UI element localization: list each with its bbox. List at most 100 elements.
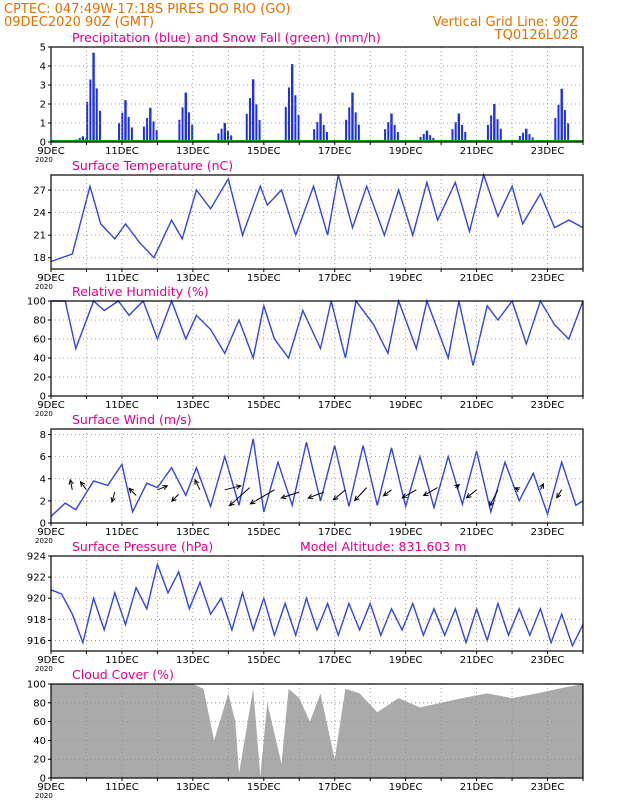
precip-bar <box>531 137 534 142</box>
precip-bar <box>245 113 248 142</box>
x-tick-label: 19DEC <box>389 400 423 411</box>
wind-vector <box>307 491 325 499</box>
precip-bar <box>354 112 357 142</box>
y-tick-label: 0 <box>40 138 46 149</box>
precip-bar <box>454 122 457 142</box>
y-tick-label: 918 <box>27 615 46 626</box>
wind-vector <box>556 489 563 499</box>
precip-bar <box>217 133 220 142</box>
wind-vector <box>354 487 368 501</box>
x-tick-label: 9DEC <box>37 400 64 411</box>
wind-vector <box>333 489 346 501</box>
precip-bar <box>345 119 348 142</box>
y-tick-label: 1 <box>40 119 46 130</box>
temperature-title: Surface Temperature (nC) <box>72 158 233 173</box>
x-tick-label: 15DEC <box>247 782 281 793</box>
wind-frame <box>50 428 584 524</box>
pressure-line <box>50 561 584 648</box>
temperature-panel: Surface Temperature (nC) 18 21 24 27 9DEC 11DE… <box>33 158 584 291</box>
x-tick-label: 9DEC <box>37 146 64 157</box>
wind-arrowhead <box>454 483 461 490</box>
precip-bar <box>396 132 399 142</box>
precip-bar <box>563 110 566 142</box>
precip-bar <box>290 64 294 142</box>
y-tick-label: 924 <box>27 552 46 563</box>
y-tick-label: 0 <box>40 519 46 530</box>
x-tick-label: 13DEC <box>176 400 210 411</box>
x-tick-label: 21DEC <box>460 146 494 157</box>
x-tick-label: 11DEC <box>105 400 139 411</box>
x-tick-label: 13DEC <box>176 527 210 538</box>
precip-bar <box>313 129 316 142</box>
wind-line <box>50 438 584 517</box>
wind-vector <box>229 487 250 506</box>
precip-bar <box>297 114 300 142</box>
precip-bar <box>490 115 493 142</box>
y-tick-label: 916 <box>27 636 46 647</box>
precip-bar <box>98 110 101 142</box>
wind-arrowhead <box>235 484 242 490</box>
wind-vector <box>128 487 137 496</box>
wind-arrowhead <box>556 492 562 499</box>
x-tick-label: 11DEC <box>105 146 139 157</box>
precip-bar <box>393 124 396 142</box>
precip-bar <box>118 123 121 142</box>
precip-bar <box>387 122 390 142</box>
precip-bar <box>251 79 255 142</box>
header-model-code: TQ0126L028 <box>494 28 578 43</box>
x-tick-label: 23DEC <box>531 527 565 538</box>
precip-panel: Precipitation (blue) and Snow Fall (gree… <box>35 30 584 164</box>
y-tick-label: 20 <box>33 755 46 766</box>
precip-bar <box>255 104 258 142</box>
precip-bar <box>284 106 287 142</box>
temperature-frame <box>50 174 584 270</box>
precip-bar <box>419 136 422 142</box>
precip-bar <box>496 119 499 142</box>
precip-bar <box>357 124 360 142</box>
wind-vector <box>466 489 477 499</box>
x-tick-label: 17DEC <box>318 146 352 157</box>
precip-bar <box>451 129 454 142</box>
x-tick-label: 17DEC <box>318 527 352 538</box>
wind-arrowhead <box>79 480 86 487</box>
wind-vector <box>171 493 180 502</box>
wind-vector <box>423 487 438 497</box>
cloud-cover-area <box>51 684 583 778</box>
humidity-line <box>51 298 584 366</box>
wind-arrowhead <box>162 484 169 490</box>
precip-bar <box>316 122 319 142</box>
wind-arrowhead <box>332 495 339 501</box>
precip-bar <box>223 123 226 142</box>
x-tick-label: 13DEC <box>176 146 210 157</box>
wind-vector <box>402 489 417 499</box>
precip-bar <box>528 134 531 142</box>
precip-bar <box>124 100 127 142</box>
wind-title: Surface Wind (m/s) <box>72 412 192 427</box>
y-tick-label: 18 <box>33 253 46 264</box>
humidity-panel: Relative Humidity (%) 0 20 40 60 80 100 9DEC 11D… <box>27 284 584 418</box>
wind-vector <box>157 485 168 491</box>
precip-bar <box>493 104 496 142</box>
y-tick-label: 100 <box>27 297 46 308</box>
y-tick-label: 27 <box>33 186 46 197</box>
precip-bar <box>181 107 184 142</box>
x-tick-label: 19DEC <box>389 527 423 538</box>
x-tick-label: 21DEC <box>460 655 494 666</box>
header-grid-line: Vertical Grid Line: 90Z <box>433 15 578 30</box>
y-tick-label: 20 <box>33 373 46 384</box>
pressure-panel: Surface Pressure (hPa) Model Altitude: 83… <box>27 539 584 673</box>
cloud-panel: Cloud Cover (%) 0 20 40 60 80 100 9DEC 11DEC 13DE… <box>27 667 584 800</box>
x-tick-label: 21DEC <box>460 273 494 284</box>
y-tick-label: 4 <box>40 62 46 73</box>
header-date: 09DEC2020 90Z (GMT) <box>4 15 154 30</box>
wind-arrowhead <box>307 494 314 499</box>
precip-bar <box>81 136 85 142</box>
precip-bar <box>348 107 351 142</box>
y-tick-label: 920 <box>27 594 46 605</box>
x-tick-label: 15DEC <box>247 146 281 157</box>
x-tick-label: 9DEC <box>37 527 64 538</box>
x-tick-label: 23DEC <box>531 273 565 284</box>
precip-bar <box>325 132 328 142</box>
x-tick-label: 17DEC <box>318 400 352 411</box>
